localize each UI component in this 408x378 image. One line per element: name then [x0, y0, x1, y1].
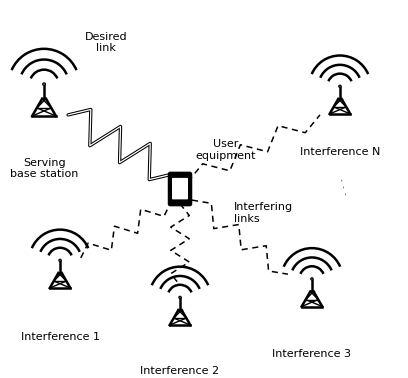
FancyBboxPatch shape: [172, 178, 188, 199]
Text: Serving
base station: Serving base station: [10, 158, 78, 180]
Text: Interference 1: Interference 1: [20, 332, 100, 342]
Circle shape: [339, 85, 341, 87]
Circle shape: [43, 83, 45, 85]
Text: Interfering
links: Interfering links: [234, 202, 293, 224]
Circle shape: [59, 259, 61, 262]
Circle shape: [179, 296, 181, 299]
Circle shape: [311, 278, 313, 280]
Text: Interference 2: Interference 2: [140, 366, 220, 375]
FancyBboxPatch shape: [169, 173, 191, 205]
Text: Interference 3: Interference 3: [273, 349, 351, 359]
Text: · · ·: · · ·: [335, 177, 349, 197]
Text: Interference N: Interference N: [300, 147, 380, 157]
Text: Desired
link: Desired link: [85, 32, 127, 53]
Text: User
equipment: User equipment: [196, 139, 256, 161]
